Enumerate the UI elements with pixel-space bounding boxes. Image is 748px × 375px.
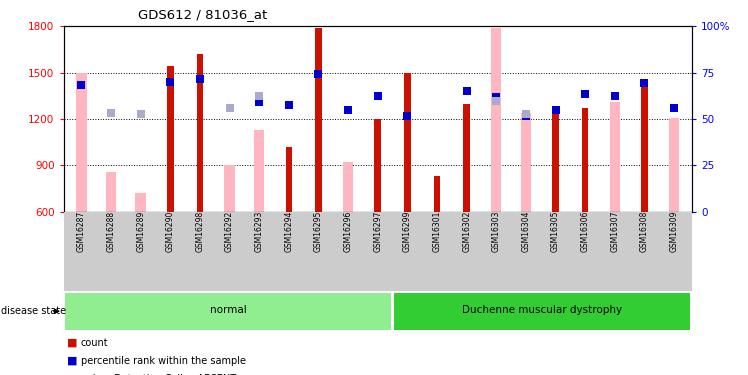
- Point: [402, 113, 414, 119]
- Text: percentile rank within the sample: percentile rank within the sample: [81, 356, 246, 366]
- Bar: [669, 117, 679, 212]
- Bar: [286, 147, 292, 212]
- Point: [579, 92, 591, 98]
- Point: [224, 105, 236, 111]
- Bar: [641, 80, 648, 212]
- Bar: [167, 66, 174, 212]
- Point: [461, 88, 473, 94]
- Point: [165, 79, 177, 85]
- Point: [254, 93, 266, 99]
- Bar: [135, 194, 146, 212]
- Point: [254, 99, 266, 105]
- Point: [609, 93, 621, 99]
- Text: ■: ■: [67, 338, 78, 348]
- Bar: [343, 162, 353, 212]
- Point: [135, 111, 147, 117]
- Bar: [197, 54, 203, 212]
- Point: [520, 111, 532, 117]
- Point: [668, 105, 680, 111]
- Bar: [315, 28, 322, 212]
- Bar: [404, 73, 411, 212]
- Bar: [375, 119, 381, 212]
- Text: normal: normal: [209, 305, 247, 315]
- Point: [490, 94, 502, 100]
- Point: [76, 82, 88, 88]
- Bar: [464, 104, 470, 212]
- Point: [490, 98, 502, 104]
- Bar: [76, 73, 87, 212]
- Bar: [105, 172, 116, 212]
- Bar: [491, 28, 501, 212]
- Bar: [521, 113, 531, 212]
- Bar: [254, 130, 264, 212]
- Bar: [224, 165, 235, 212]
- Text: GDS612 / 81036_at: GDS612 / 81036_at: [138, 8, 268, 21]
- Point: [520, 113, 532, 119]
- Text: value, Detection Call = ABSENT: value, Detection Call = ABSENT: [81, 374, 236, 375]
- Bar: [610, 102, 620, 212]
- Point: [313, 71, 325, 77]
- Point: [372, 93, 384, 99]
- Text: disease state: disease state: [1, 306, 67, 316]
- Bar: [582, 108, 589, 212]
- Point: [194, 76, 206, 82]
- Text: count: count: [81, 338, 108, 348]
- Point: [639, 81, 651, 87]
- Bar: [394, 292, 690, 330]
- Point: [342, 107, 354, 113]
- Bar: [434, 176, 441, 212]
- Text: Duchenne muscular dystrophy: Duchenne muscular dystrophy: [462, 305, 622, 315]
- Text: ■: ■: [67, 356, 78, 366]
- Text: ■: ■: [67, 374, 78, 375]
- Point: [550, 107, 562, 113]
- Point: [283, 102, 295, 108]
- Bar: [552, 106, 559, 212]
- Bar: [65, 292, 391, 330]
- Point: [105, 110, 117, 116]
